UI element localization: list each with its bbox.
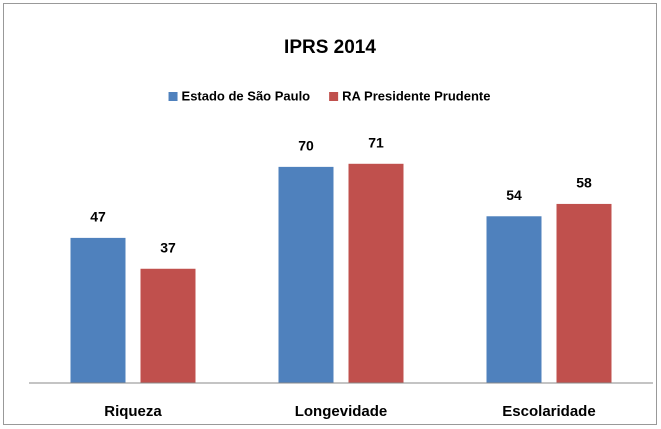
legend-label: Estado de São Paulo (182, 88, 311, 103)
data-label: 70 (298, 138, 314, 154)
x-tick-label: Longevidade (295, 403, 388, 420)
bar (70, 237, 126, 383)
chart-title: IPRS 2014 (284, 37, 376, 58)
x-tick-label: Riqueza (104, 403, 162, 420)
data-label: 47 (90, 209, 106, 225)
x-tick-label: Escolaridade (502, 403, 595, 420)
bar (486, 216, 542, 383)
bar (278, 166, 334, 383)
legend-swatch (329, 92, 339, 101)
data-label: 54 (506, 187, 522, 203)
bar (140, 268, 196, 383)
data-label: 58 (576, 175, 592, 191)
bar (348, 163, 404, 383)
legend-swatch (168, 92, 178, 101)
data-label: 71 (368, 134, 384, 150)
data-label: 37 (160, 239, 176, 255)
bar (556, 203, 612, 383)
legend-label: RA Presidente Prudente (342, 88, 490, 103)
